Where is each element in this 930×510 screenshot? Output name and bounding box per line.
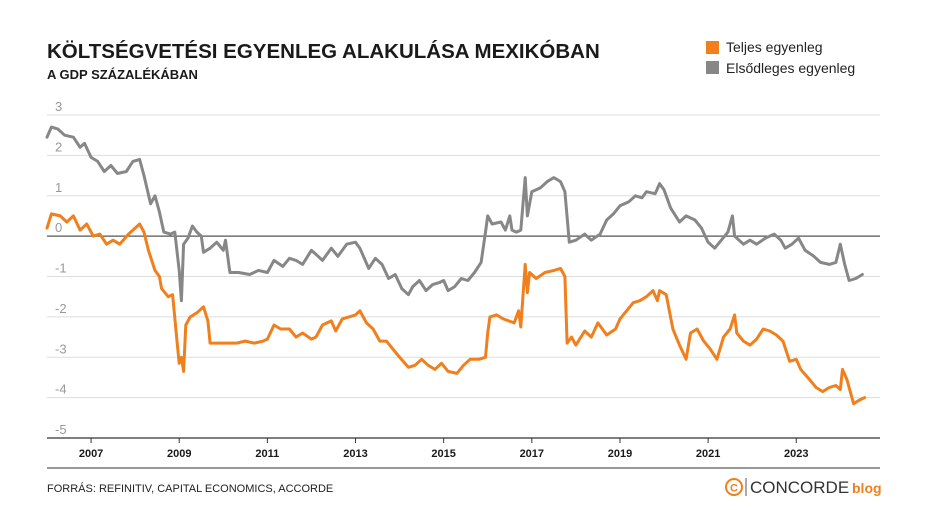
gridlines <box>47 114 880 439</box>
y-tick-label: 3 <box>55 99 62 114</box>
x-axis-ticks: 2007 2009 2011 2013 2015 2017 2019 2021 2023 <box>79 438 809 460</box>
series-line-total <box>45 212 867 406</box>
x-tick-label: 2017 <box>520 448 544 460</box>
series-lines <box>45 125 867 406</box>
chart-subtitle: A GDP SZÁZALÉKÁBAN <box>47 67 198 82</box>
x-tick-label: 2007 <box>79 448 103 460</box>
x-tick-label: 2019 <box>608 448 632 460</box>
y-tick-label: -5 <box>55 422 67 437</box>
x-tick-label: 2009 <box>167 448 191 460</box>
legend-swatch-primary <box>706 61 719 74</box>
logo-text: CONCORDE <box>750 478 849 497</box>
y-tick-label: -3 <box>55 341 67 356</box>
x-tick-label: 2023 <box>784 448 808 460</box>
y-tick-label: -2 <box>55 301 67 316</box>
concorde-logo: C CONCORDE blog <box>725 478 882 497</box>
source-note: FORRÁS: REFINITIV, CAPITAL ECONOMICS, AC… <box>47 482 333 495</box>
x-tick-label: 2013 <box>343 448 367 460</box>
x-tick-label: 2015 <box>431 448 455 460</box>
y-tick-label: 2 <box>55 139 62 154</box>
y-axis-ticks: 3 2 1 0 -1 -2 -3 -4 -5 <box>55 99 67 437</box>
legend-label-primary: Elsődleges egyenleg <box>726 60 855 76</box>
concorde-logo-icon <box>725 478 743 496</box>
y-tick-label: 1 <box>55 180 62 195</box>
legend-label-total: Teljes egyenleg <box>726 39 823 55</box>
y-tick-label: -4 <box>55 382 67 397</box>
x-tick-label: 2021 <box>696 448 720 460</box>
logo-symbol: C <box>730 483 738 495</box>
series-line-primary <box>45 125 864 303</box>
logo-suffix: blog <box>852 480 882 496</box>
x-tick-label: 2011 <box>255 448 279 460</box>
legend: Teljes egyenleg Elsődleges egyenleg <box>706 39 855 76</box>
y-tick-label: 0 <box>55 220 62 235</box>
y-tick-label: -1 <box>55 261 67 276</box>
chart-title: KÖLTSÉGVETÉSI EGYENLEG ALAKULÁSA MEXIKÓB… <box>47 39 600 63</box>
legend-swatch-total <box>706 41 719 54</box>
